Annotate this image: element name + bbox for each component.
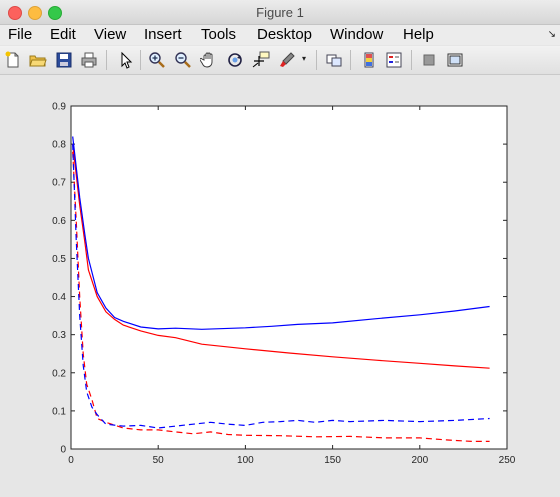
series-blue-solid-line [72, 136, 490, 330]
save-icon[interactable] [55, 51, 73, 69]
link-plot-icon[interactable] [325, 51, 343, 69]
pan-hand-icon[interactable] [200, 51, 218, 69]
menu-view[interactable]: View [94, 26, 127, 43]
series-blue-dashed-line [72, 144, 490, 429]
line-chart[interactable]: 0 0.1 0.2 0.3 0.4 0.5 0.6 0.7 0.8 0.9 0 50 100 150 20… [0, 75, 560, 497]
zoom-in-icon[interactable] [148, 51, 166, 69]
y-tick-label: 0.7 [52, 178, 66, 189]
x-tick-label: 200 [411, 455, 428, 466]
y-tick-label: 0.6 [52, 216, 66, 227]
menu-tools[interactable]: Tools [201, 26, 237, 43]
close-window-button[interactable] [8, 6, 22, 20]
toolbar-separator [411, 50, 412, 70]
series-red-dashed-line [72, 151, 490, 442]
y-tick-label: 0.8 [52, 140, 66, 151]
toolbar-separator [140, 50, 141, 70]
minimize-window-button[interactable] [28, 6, 42, 20]
menu-edit[interactable]: Edit [50, 26, 76, 43]
show-plot-tools-icon[interactable] [446, 51, 464, 69]
y-tick-label: 0 [60, 445, 66, 456]
insert-colorbar-icon[interactable] [360, 51, 378, 69]
menu-file[interactable]: File [8, 26, 33, 43]
y-tick-label: 0.1 [52, 406, 66, 417]
maximize-window-button[interactable] [48, 6, 62, 20]
x-tick-label: 150 [324, 455, 341, 466]
insert-legend-icon[interactable] [385, 51, 403, 69]
y-tick-label: 0.2 [52, 368, 66, 379]
y-tick-label: 0.4 [52, 292, 66, 303]
data-cursor-icon[interactable] [252, 51, 270, 69]
x-tick-label: 250 [499, 455, 516, 466]
axes-box [70, 105, 508, 450]
x-tick-label: 50 [153, 455, 165, 466]
hide-plot-tools-icon[interactable] [420, 51, 438, 69]
window-titlebar: Figure 1 [0, 0, 560, 25]
series-lines [72, 136, 490, 442]
menu-window[interactable]: Window [330, 26, 384, 43]
menu-dock-icon[interactable]: ↘ [547, 29, 556, 40]
figure-toolbar: ▾ [0, 46, 560, 75]
pointer-icon[interactable] [117, 51, 135, 69]
menu-bar: File Edit View Insert Tools Desktop Wind… [0, 25, 560, 45]
y-tick-label: 0.5 [52, 254, 66, 265]
brush-dropdown-icon[interactable]: ▾ [302, 54, 307, 63]
menu-help[interactable]: Help [403, 26, 434, 43]
toolbar-separator [350, 50, 351, 70]
y-axis: 0 0.1 0.2 0.3 0.4 0.5 0.6 0.7 0.8 0.9 [52, 102, 507, 456]
brush-icon[interactable] [278, 51, 296, 69]
rotate-3d-icon[interactable] [226, 51, 244, 69]
x-axis: 0 50 100 150 200 250 [68, 106, 516, 466]
x-tick-label: 0 [68, 455, 74, 466]
zoom-out-icon[interactable] [174, 51, 192, 69]
open-file-icon[interactable] [29, 51, 47, 69]
new-figure-icon[interactable] [4, 51, 22, 69]
toolbar-separator [316, 50, 317, 70]
menu-desktop[interactable]: Desktop [257, 26, 313, 43]
menu-insert[interactable]: Insert [144, 26, 182, 43]
y-tick-label: 0.3 [52, 330, 66, 341]
print-icon[interactable] [80, 51, 98, 69]
window-title: Figure 1 [256, 5, 304, 20]
x-tick-label: 100 [237, 455, 254, 466]
toolbar-separator [106, 50, 107, 70]
y-tick-label: 0.9 [52, 102, 66, 113]
figure-canvas: 0 0.1 0.2 0.3 0.4 0.5 0.6 0.7 0.8 0.9 0 50 100 150 20… [0, 75, 560, 497]
series-red-solid-line [72, 144, 490, 369]
